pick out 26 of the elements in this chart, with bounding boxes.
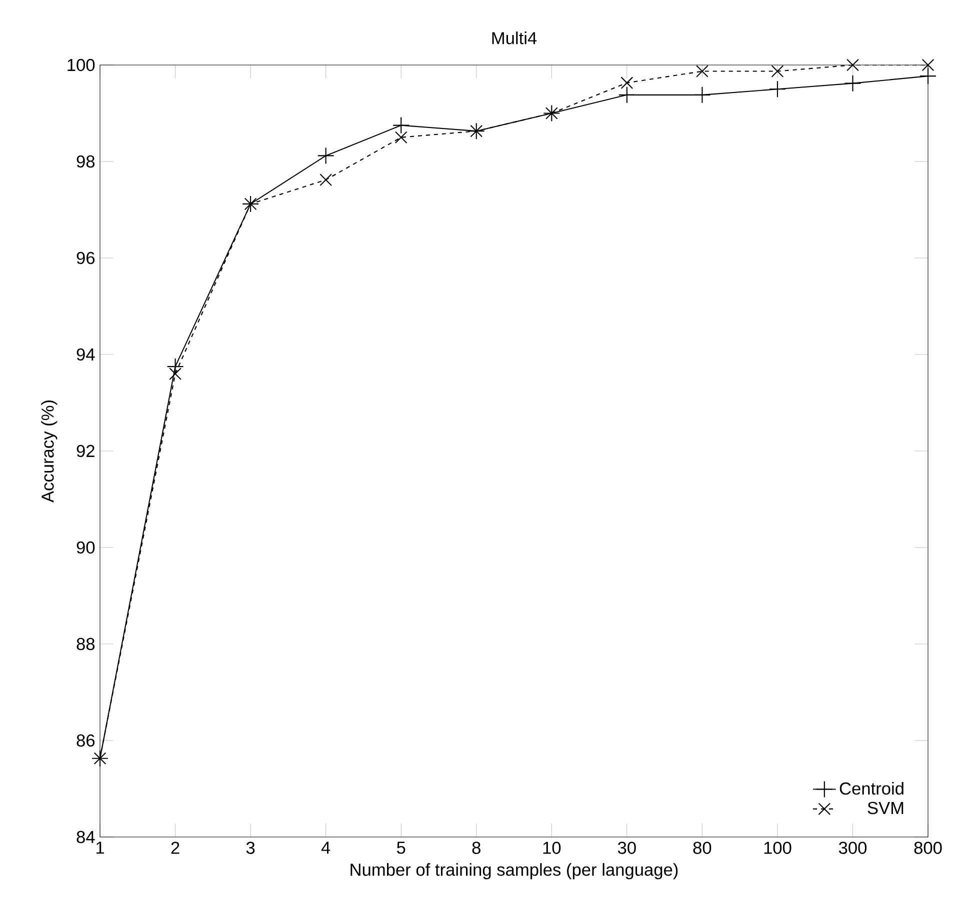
x-tick-label: 8 [472, 842, 480, 854]
y-tick-label: 90 [76, 541, 95, 554]
y-tick-label: 86 [76, 734, 95, 747]
y-tick-label: 94 [76, 348, 95, 361]
legend-label: Centroid [840, 782, 904, 795]
x-tick-label: 10 [543, 842, 561, 854]
x-tick-label: 80 [693, 842, 712, 854]
x-tick-label: 3 [246, 842, 255, 854]
x-tick-label: 300 [838, 842, 867, 854]
y-tick-label: 88 [76, 638, 95, 650]
y-tick-label: 84 [76, 830, 95, 844]
y-axis-title: Accuracy (%) [41, 400, 58, 502]
x-axis-title: Number of training samples (per language) [350, 863, 678, 880]
chart-title: Multi4 [492, 32, 537, 44]
y-tick-label: 92 [76, 444, 94, 458]
legend-label: SVM [868, 802, 904, 814]
x-tick-label: 30 [618, 842, 636, 854]
x-tick-label: 2 [171, 842, 180, 854]
x-tick-label: 1 [96, 842, 104, 854]
x-tick-label: 5 [396, 842, 406, 854]
x-tick-label: 100 [764, 842, 792, 854]
y-tick-label: 96 [76, 252, 95, 264]
x-tick-label: 4 [321, 842, 330, 854]
x-tick-label: 800 [914, 842, 942, 854]
y-tick-label: 100 [68, 58, 95, 72]
y-tick-label: 98 [76, 155, 95, 168]
